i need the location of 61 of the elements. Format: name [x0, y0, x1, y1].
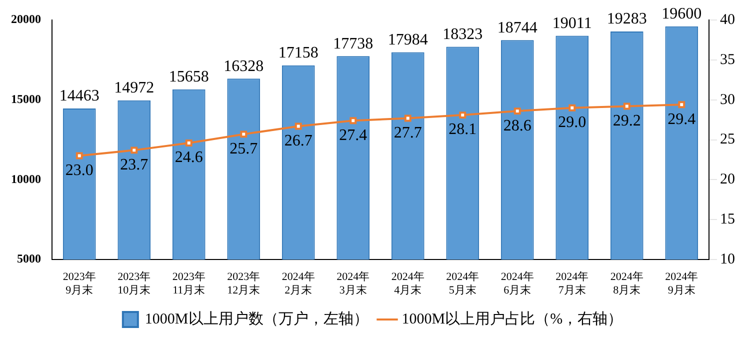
point	[76, 152, 83, 160]
data-label: 29.4	[668, 110, 696, 128]
legend-label: 1000M以上用户占比（%，右轴）	[402, 310, 623, 328]
data-label: 19011	[552, 15, 592, 32]
data-label: 17738	[333, 35, 374, 52]
x-tick-label: 2024年3月末	[336, 271, 370, 296]
point	[130, 146, 138, 154]
point	[404, 114, 412, 122]
point	[623, 102, 630, 110]
y2-tick-label: 40	[720, 12, 735, 28]
data-label: 28.1	[448, 121, 477, 138]
point	[185, 140, 192, 146]
y2-tick-label: 35	[720, 52, 735, 68]
data-label: 23.7	[120, 156, 148, 174]
y-tick-label: 15000	[11, 92, 41, 106]
x-tick-label: 2023年11月末	[172, 271, 206, 296]
data-label: 18744	[497, 19, 538, 36]
data-label: 17984	[388, 31, 428, 48]
y2-tick-label: 30	[720, 92, 735, 108]
data-label: 29.2	[612, 112, 641, 130]
y-tick-label: 20000	[11, 12, 41, 26]
data-label: 27.4	[339, 126, 368, 144]
y2-tick-label: 15	[720, 212, 735, 228]
point	[350, 117, 357, 124]
point	[294, 122, 302, 130]
x-tick-label: 2024年7月末	[556, 271, 589, 296]
data-label: 26.7	[284, 132, 312, 150]
x-tick-label: 2023年9月末	[62, 271, 96, 296]
data-label: 23.0	[65, 162, 94, 179]
data-label: 16328	[224, 58, 264, 75]
x-tick-label: 2023年10月末	[118, 271, 151, 296]
point	[514, 108, 521, 115]
point	[459, 112, 466, 119]
data-label: 17158	[278, 44, 318, 62]
data-label: 29.0	[558, 114, 586, 132]
data-label: 19283	[606, 10, 647, 28]
legend-label: 1000M以上用户数（万户，左轴）	[144, 310, 368, 328]
data-label: 14463	[59, 88, 100, 105]
x-tick-label: 2024年8月末	[610, 271, 644, 296]
point	[678, 101, 686, 108]
data-label: 27.7	[394, 124, 422, 142]
data-label: 19600	[662, 6, 702, 23]
data-label: 15658	[168, 68, 209, 86]
x-tick-label: 2023年12月末	[227, 271, 260, 296]
y-tick-label: 5000	[17, 252, 41, 266]
data-label: 25.7	[230, 140, 258, 158]
y2-tick-label: 25	[720, 132, 735, 148]
x-tick-label: 2024年6月末	[500, 271, 534, 296]
point	[568, 104, 576, 112]
x-tick-label: 2024年4月末	[391, 271, 424, 296]
data-label: 14972	[114, 80, 154, 97]
data-label: 24.6	[174, 149, 203, 166]
y-tick-label: 10000	[11, 172, 41, 186]
data-label: 18323	[442, 26, 483, 43]
data-label: 28.6	[503, 117, 532, 134]
y2-tick-label: 10	[720, 252, 735, 268]
point	[240, 130, 248, 138]
y2-tick-label: 20	[720, 172, 735, 188]
x-tick-label: 2024年9月末	[665, 271, 698, 296]
x-tick-label: 2024年5月末	[446, 271, 480, 296]
x-tick-label: 2024年2月末	[282, 271, 315, 296]
